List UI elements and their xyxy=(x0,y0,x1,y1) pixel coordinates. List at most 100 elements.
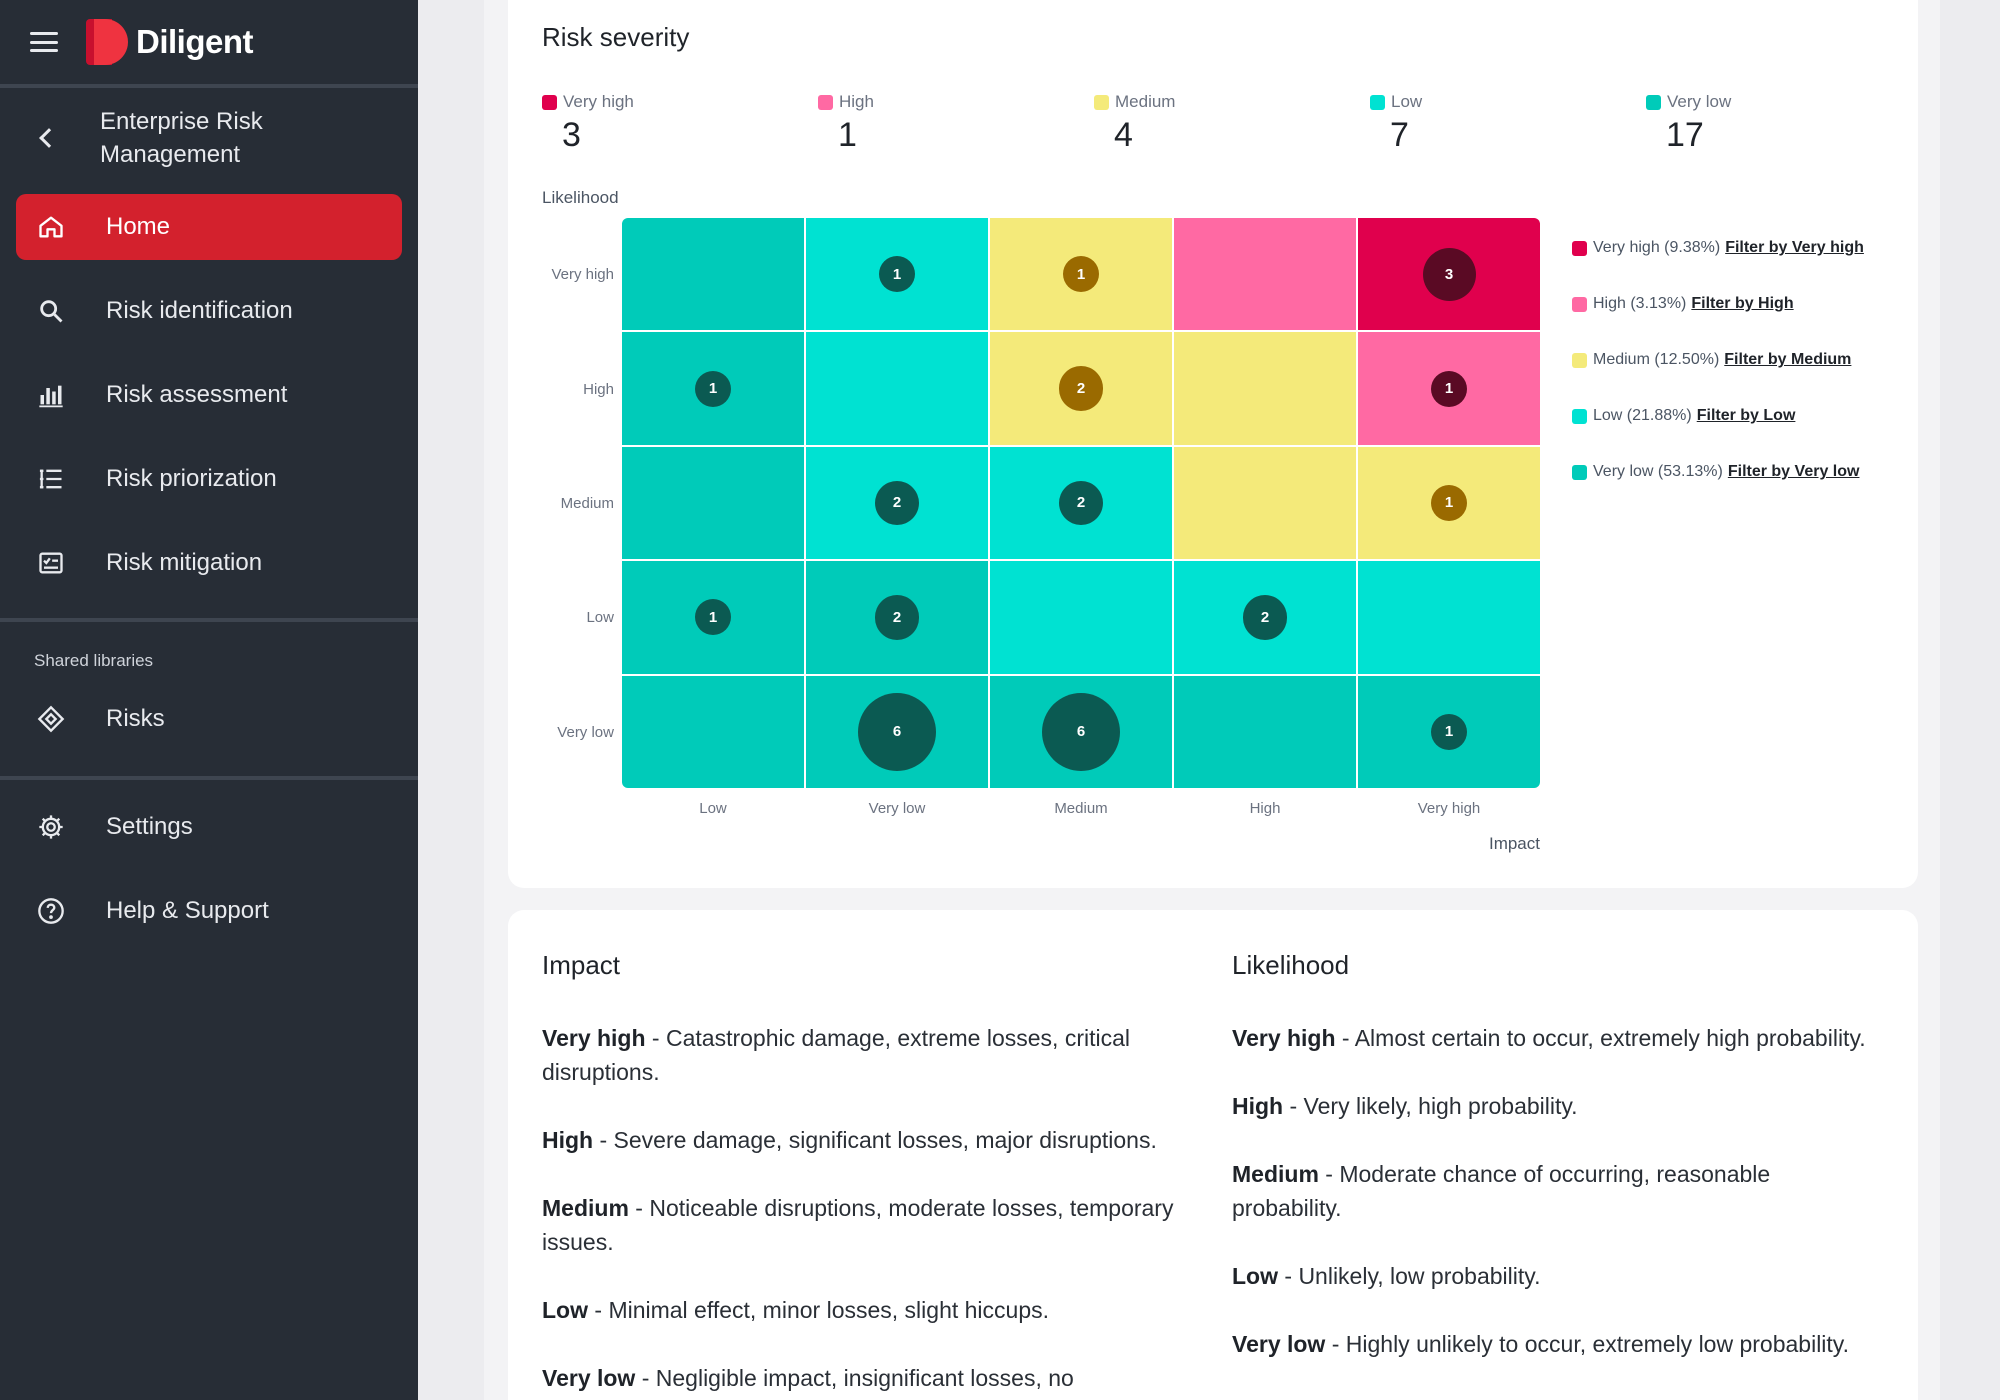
risk-count-bubble[interactable]: 1 xyxy=(695,599,731,636)
risk-count-bubble[interactable]: 1 xyxy=(1431,484,1467,521)
severity-summary-item: Very high 3 xyxy=(542,92,634,155)
severity-summary-label: Low xyxy=(1370,92,1422,112)
heatmap-cell[interactable]: 2 xyxy=(806,561,988,674)
gear-icon xyxy=(36,812,66,842)
risk-severity-title: Risk severity xyxy=(542,22,690,52)
heatmap-cell[interactable]: 6 xyxy=(806,675,988,788)
description-text: - Almost certain to occur, extremely hig… xyxy=(1335,1025,1866,1051)
risk-count-bubble[interactable]: 2 xyxy=(1058,366,1104,411)
menu-icon[interactable] xyxy=(30,32,58,52)
heatmap-cell[interactable]: 2 xyxy=(990,332,1172,445)
risk-count-bubble[interactable]: 6 xyxy=(857,692,937,772)
diligent-logo-icon xyxy=(86,19,128,65)
sidebar-item-settings[interactable]: Settings xyxy=(16,794,402,860)
sidebar-item-risks[interactable]: Risks xyxy=(16,686,402,752)
heatmap-cell[interactable] xyxy=(1174,332,1356,445)
heatmap-cell[interactable] xyxy=(622,446,804,560)
severity-summary-item: Medium 4 xyxy=(1094,92,1175,155)
risk-count-bubble[interactable]: 1 xyxy=(695,370,731,407)
app-name: Diligent xyxy=(136,23,254,60)
heatmap-cell[interactable] xyxy=(990,561,1172,674)
heatmap-cell[interactable] xyxy=(1174,446,1356,560)
risk-count-bubble[interactable]: 1 xyxy=(879,256,915,293)
heatmap-cell[interactable] xyxy=(1174,675,1356,788)
sidebar-item-help[interactable]: Help & Support xyxy=(16,878,402,944)
heatmap-cell[interactable]: 2 xyxy=(1174,561,1356,674)
heatmap-cell[interactable]: 1 xyxy=(806,218,988,331)
legend-filter-link[interactable]: Filter by Low xyxy=(1696,407,1796,424)
description-text: - Negligible impact, insignificant losse… xyxy=(542,1365,1074,1400)
legend-item: Low (21.88%) Filter by Low xyxy=(1572,388,1864,444)
sidebar-item-risk-priorization[interactable]: Risk priorization xyxy=(16,446,402,512)
heatmap-cell[interactable]: 1 xyxy=(622,332,804,445)
heatmap-cell[interactable]: 1 xyxy=(990,218,1172,331)
legend-filter-link[interactable]: Filter by Very high xyxy=(1725,239,1864,256)
severity-summary-label: High xyxy=(818,92,874,112)
heatmap-cell[interactable]: 1 xyxy=(1358,446,1540,560)
description-term: High xyxy=(1232,1093,1284,1119)
section-label: Shared libraries xyxy=(34,651,154,670)
description-term: Very low xyxy=(542,1365,636,1391)
description-item: Medium - Noticeable disruptions, moderat… xyxy=(542,1191,1182,1259)
heatmap-cell[interactable] xyxy=(622,675,804,788)
severity-label-text: Medium xyxy=(1115,92,1176,111)
sidebar: Diligent Enterprise Risk Management Home… xyxy=(0,0,418,1400)
heatmap-cell[interactable]: 1 xyxy=(622,561,804,674)
heatmap-cell[interactable] xyxy=(1174,218,1356,331)
heatmap-cell[interactable]: 6 xyxy=(990,675,1172,788)
description-term: Very high xyxy=(1232,1025,1336,1051)
sidebar-item-label: Risk priorization xyxy=(106,465,277,492)
severity-swatch xyxy=(818,94,833,110)
sidebar-item-label: Risk assessment xyxy=(106,381,288,408)
sidebar-item-risk-identification[interactable]: Risk identification xyxy=(16,278,402,344)
risk-count-bubble[interactable]: 2 xyxy=(874,595,920,640)
legend-filter-link[interactable]: Filter by Medium xyxy=(1724,351,1852,368)
risk-count-bubble[interactable]: 6 xyxy=(1041,692,1121,772)
severity-label-text: Very low xyxy=(1667,92,1732,111)
chevron-left-icon[interactable] xyxy=(39,128,59,148)
row-label: Medium xyxy=(560,495,614,512)
risk-count-bubble[interactable]: 2 xyxy=(1242,595,1288,640)
sidebar-item-risk-assessment[interactable]: Risk assessment xyxy=(16,362,402,428)
severity-count: 1 xyxy=(838,116,857,154)
column-label: Medium xyxy=(1054,800,1108,817)
legend-swatch xyxy=(1572,240,1587,256)
heatmap-cell[interactable] xyxy=(806,332,988,445)
likelihood-descriptions: Likelihood Very high - Almost certain to… xyxy=(1232,950,1872,1361)
column-label: High xyxy=(1249,800,1281,817)
heatmap-cell[interactable]: 2 xyxy=(806,446,988,560)
heatmap-cell[interactable] xyxy=(1358,561,1540,674)
impact-title: Impact xyxy=(542,950,621,980)
severity-count: 4 xyxy=(1114,116,1133,154)
heatmap-cell[interactable]: 3 xyxy=(1358,218,1540,331)
home-icon xyxy=(36,212,66,242)
risk-count-bubble[interactable]: 2 xyxy=(874,480,920,526)
severity-summary-label: Very low xyxy=(1646,92,1731,112)
description-term: High xyxy=(542,1127,594,1153)
severity-summary-label: Very high xyxy=(542,92,634,112)
severity-swatch xyxy=(1646,94,1661,110)
sidebar-item-risk-mitigation[interactable]: Risk mitigation xyxy=(16,530,402,596)
risk-count-bubble[interactable]: 1 xyxy=(1063,256,1099,293)
severity-count: 3 xyxy=(562,116,581,154)
app-logo[interactable]: Diligent xyxy=(86,19,254,65)
risk-count-bubble[interactable]: 1 xyxy=(1431,713,1467,750)
legend-filter-link[interactable]: Filter by High xyxy=(1691,295,1794,312)
risk-count-bubble[interactable]: 1 xyxy=(1431,370,1467,407)
description-item: Very high - Catastrophic damage, extreme… xyxy=(542,1021,1182,1089)
sidebar-item-label: Settings xyxy=(106,813,193,840)
likelihood-title: Likelihood xyxy=(1232,950,1350,980)
risk-count-bubble[interactable]: 3 xyxy=(1422,247,1476,301)
sidebar-item-home[interactable]: Home xyxy=(16,194,402,260)
heatmap-cell[interactable]: 1 xyxy=(1358,332,1540,445)
risk-count-bubble[interactable]: 2 xyxy=(1058,480,1104,526)
severity-swatch xyxy=(542,94,557,110)
heatmap-cell[interactable] xyxy=(622,218,804,331)
heatmap-cell[interactable]: 2 xyxy=(990,446,1172,560)
legend-filter-link[interactable]: Filter by Very low xyxy=(1727,463,1860,480)
severity-summary-item: Low 7 xyxy=(1370,92,1422,155)
heatmap-cell[interactable]: 1 xyxy=(1358,675,1540,788)
description-text: - Minimal effect, minor losses, slight h… xyxy=(588,1297,1050,1323)
sidebar-item-label: Help & Support xyxy=(106,897,269,924)
bar-chart-icon xyxy=(36,380,66,410)
